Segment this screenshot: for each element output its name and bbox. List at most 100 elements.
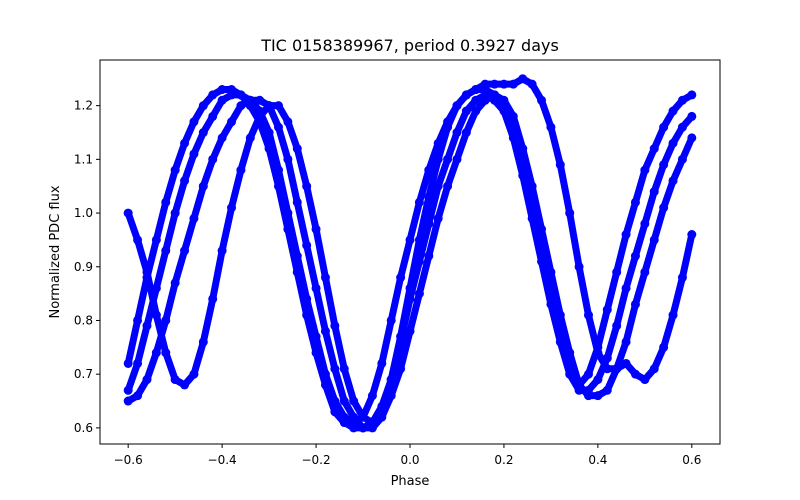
- scatter-band-segment: [397, 327, 414, 373]
- data-point: [687, 133, 697, 143]
- data-point: [189, 149, 199, 159]
- data-point: [377, 358, 387, 368]
- data-point: [452, 154, 462, 164]
- scatter-band-segment: [143, 268, 160, 319]
- data-point: [133, 315, 143, 325]
- y-tick-label: 0.9: [74, 260, 93, 274]
- scatter-band-segment: [143, 349, 160, 384]
- data-point: [358, 423, 368, 433]
- data-point: [471, 95, 481, 105]
- data-point: [677, 273, 687, 283]
- scatter-band-segment: [444, 129, 461, 163]
- scatter-band-segment: [556, 338, 574, 378]
- y-tick-label: 0.7: [74, 367, 93, 381]
- data-point: [612, 267, 622, 277]
- data-point: [302, 181, 312, 191]
- x-tick-label: −0.4: [208, 453, 237, 467]
- data-point: [490, 90, 500, 100]
- scatter-band-segment: [303, 311, 320, 357]
- data-point: [339, 364, 349, 374]
- scatter-band-segment: [265, 145, 282, 190]
- scatter-band-segment: [415, 193, 433, 244]
- scatter-band-segment: [538, 225, 555, 276]
- scatter-band-segment: [631, 166, 649, 206]
- data-point: [527, 79, 537, 89]
- scatter-band-segment: [171, 177, 189, 217]
- data-point: [180, 138, 190, 148]
- scatter-band-segment: [134, 274, 151, 324]
- scatter-band-segment: [538, 257, 555, 308]
- data-point: [574, 262, 584, 272]
- data-point: [170, 278, 180, 288]
- chart-title: TIC 0158389967, period 0.3927 days: [260, 36, 559, 55]
- data-point: [151, 348, 161, 358]
- data-point: [255, 111, 265, 121]
- scatter-band-segment: [434, 155, 452, 190]
- data-point: [677, 95, 687, 105]
- data-point: [227, 117, 237, 127]
- data-point: [123, 396, 133, 406]
- data-point: [687, 90, 697, 100]
- scatter-band-segment: [209, 247, 226, 303]
- data-point: [433, 181, 443, 191]
- scatter-band-segment: [274, 123, 292, 163]
- scatter-band-segment: [199, 295, 217, 346]
- scatter-band-segment: [284, 225, 301, 276]
- scatter-band-segment: [134, 322, 151, 367]
- data-point: [546, 122, 556, 132]
- scatter-band-segment: [312, 225, 329, 282]
- data-point: [424, 251, 434, 261]
- scatter-band-segment: [181, 150, 198, 185]
- data-point: [142, 321, 152, 331]
- y-axis-ticks: 0.6 0.7 0.8 0.9 1.0 1.1 1.2: [74, 99, 100, 435]
- data-point: [151, 235, 161, 245]
- scatter-band-segment: [340, 365, 358, 405]
- data-point: [151, 310, 161, 320]
- scatter-band-segment: [434, 123, 452, 163]
- data-point: [198, 181, 208, 191]
- scatter-band-segment: [265, 129, 282, 174]
- data-point: [659, 342, 669, 352]
- scatter-band-segment: [613, 231, 630, 276]
- scatter-band-segment: [293, 198, 311, 249]
- data-point: [396, 364, 406, 374]
- scatter-band-segment: [650, 161, 668, 196]
- data-point: [236, 101, 246, 111]
- scatter-band-segment: [566, 209, 583, 271]
- data-point: [593, 348, 603, 358]
- y-axis-label: Normalized PDC flux: [48, 185, 63, 318]
- data-point: [396, 273, 406, 283]
- data-point: [461, 128, 471, 138]
- scatter-band-segment: [303, 182, 320, 233]
- data-point: [414, 235, 424, 245]
- data-point: [358, 412, 368, 422]
- data-point: [480, 95, 490, 105]
- data-point: [142, 267, 152, 277]
- scatter-band-segment: [162, 349, 179, 384]
- data-point: [583, 310, 593, 320]
- data-point: [292, 144, 302, 154]
- scatter-band-segment: [415, 220, 433, 265]
- data-point: [414, 289, 424, 299]
- data-point: [649, 144, 659, 154]
- data-point: [593, 375, 603, 385]
- scatter-band-segment: [500, 107, 517, 142]
- data-point: [480, 79, 490, 89]
- data-point: [236, 165, 246, 175]
- data-point: [396, 332, 406, 342]
- data-point: [339, 418, 349, 428]
- data-point: [255, 95, 265, 105]
- data-point: [283, 224, 293, 234]
- scatter-band-segment: [622, 198, 639, 239]
- data-point: [302, 240, 312, 250]
- data-point: [424, 192, 434, 202]
- data-point: [508, 111, 518, 121]
- data-point: [123, 208, 133, 218]
- data-point: [508, 79, 518, 89]
- data-point: [461, 106, 471, 116]
- data-point: [320, 273, 330, 283]
- data-point: [198, 337, 208, 347]
- scatter-band-segment: [171, 139, 189, 174]
- data-point: [123, 358, 133, 368]
